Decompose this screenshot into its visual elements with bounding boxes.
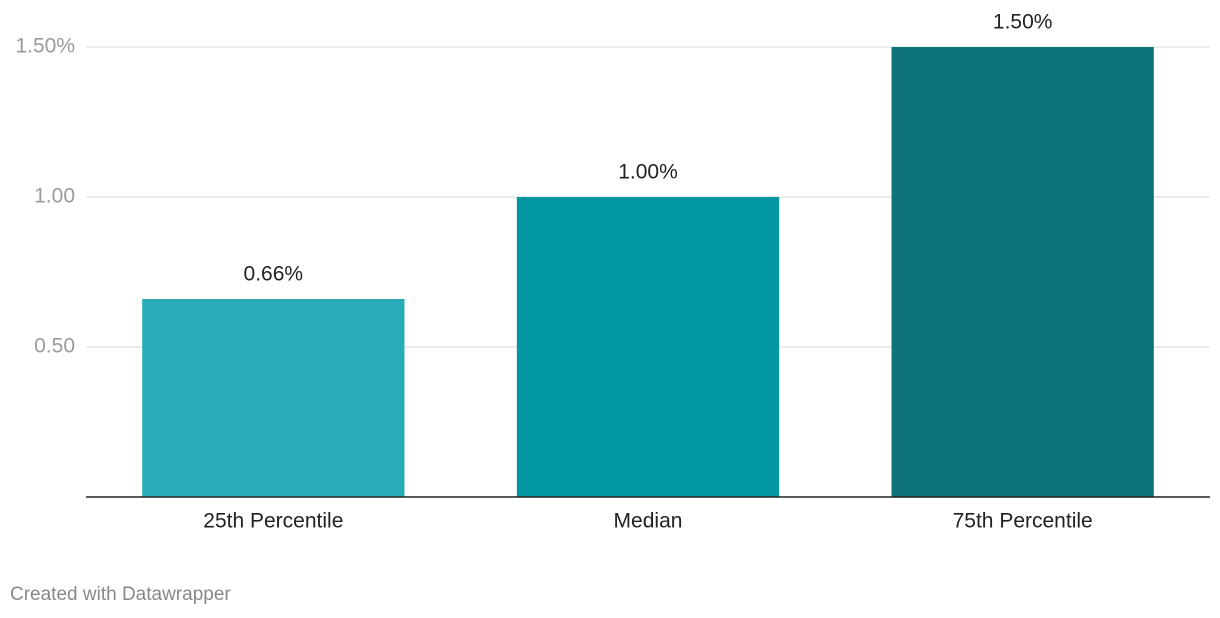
bar [891,47,1154,497]
value-label: 1.50% [993,11,1053,34]
x-tick-label: 75th Percentile [953,510,1093,533]
y-tick-label: 0.50 [34,335,75,358]
y-tick-label: 1.00 [34,185,75,208]
bar [516,197,780,497]
x-tick-label: 25th Percentile [203,510,343,533]
value-label: 1.00% [618,161,678,184]
bar [142,299,405,497]
y-tick-label: 1.50% [15,35,75,58]
x-tick-label: Median [614,510,683,533]
footer: Created with Datawrapper [10,584,231,605]
value-label: 0.66% [244,263,304,286]
